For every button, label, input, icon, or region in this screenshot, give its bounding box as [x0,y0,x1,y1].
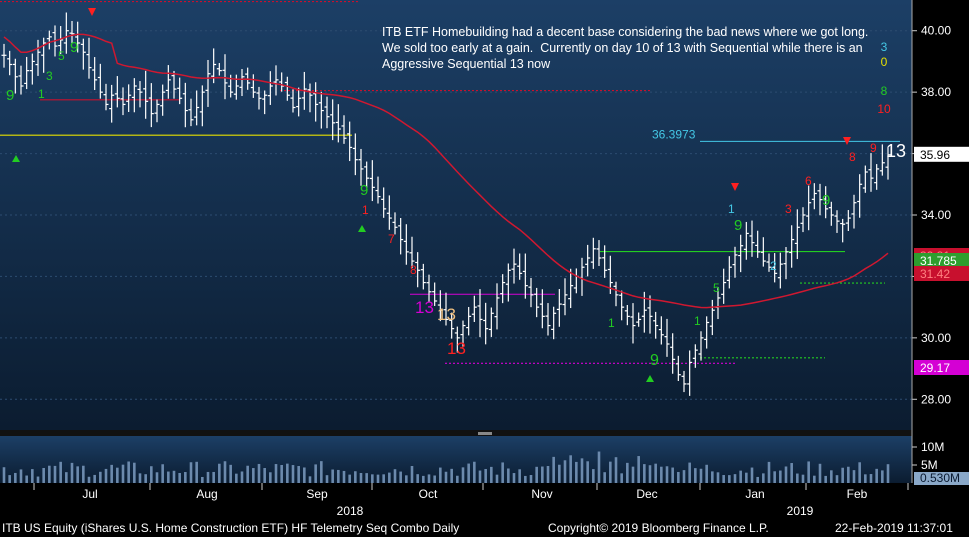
price-label: 35.96 [920,148,950,162]
price-label-box [914,253,969,268]
seq-arrow-icon [646,375,654,382]
splitter-handle[interactable] [478,432,492,435]
volume-bars [2,451,890,483]
seq-count: 13 [415,298,434,317]
seq-count: 7 [388,232,395,246]
seq-arrow-icon [843,137,851,145]
seq-count: 9 [822,192,830,209]
x-month-label: Sep [306,487,328,501]
y-tick-label: 40.00 [921,24,951,38]
footer-copyright: Copyright© 2019 Bloomberg Finance L.P. [548,521,769,535]
seq-summary-count: 8 [881,84,888,98]
y-axis: 28.0030.0032.0034.0036.0038.0040.0035.96… [911,0,969,485]
seq-count: 3 [46,69,53,83]
x-month-label: Nov [531,487,552,501]
seq-count: 6 [805,174,812,188]
seq-arrow-icon [12,155,20,162]
volume-splitter[interactable] [0,430,912,436]
seq-count: 13 [886,141,906,161]
seq-count: 2 [770,259,777,273]
x-axis-background [0,483,912,519]
volume-tick-label: 5M [921,458,938,472]
footer-security: ITB US Equity (iShares U.S. Home Constru… [2,521,460,535]
seq-count: 13 [447,339,466,358]
seq-summary-count: 3 [881,40,888,54]
price-label-box [914,360,969,375]
seq-count: 8 [849,150,856,164]
seq-count: 9 [870,141,877,155]
x-year-label: 2019 [787,504,814,518]
seq-count: 1 [694,314,701,328]
price-label-box [914,266,969,281]
seq-summary-count: 0 [881,55,888,69]
seq-summary-count: 10 [877,102,891,116]
seq-count: 5 [713,281,720,295]
volume-tick-label: 10M [921,440,944,454]
moving-average-line [3,33,889,309]
seq-count: 9 [650,352,659,369]
seq-count: 13 [437,305,456,324]
seq-arrow-icon [358,225,366,232]
seq-arrow-icon [88,8,96,16]
seq-count: 1 [38,87,45,101]
level-label: 36.3973 [652,127,696,141]
price-label: 31.42 [920,267,950,281]
seq-count: 5 [58,49,65,63]
y-tick-label: 38.00 [921,85,951,99]
seq-count: 9 [6,87,14,104]
x-month-label: Jan [745,487,764,501]
price-label-box [914,146,969,162]
seq-count: 1 [608,316,615,330]
moving-average [3,33,889,309]
price-label: 31.785 [920,254,957,268]
x-month-label: Aug [196,487,217,501]
y-tick-label: 30.00 [921,331,951,345]
grid-layer [0,30,912,400]
footer-bar: ITB US Equity (iShares U.S. Home Constru… [0,519,969,537]
chart-annotation: ITB ETF Homebuilding had a decent base c… [382,25,876,71]
seq-count: 9 [734,217,742,234]
seq-count: 9 [70,39,78,56]
volume-label: 0.530M [920,471,960,485]
seq-count: 1 [728,202,735,216]
x-year-label: 2018 [337,504,364,518]
footer-timestamp: 22-Feb-2019 11:37:01 [835,521,953,535]
ohlc-bars [1,12,891,396]
seq-count: 8 [410,263,417,277]
seq-count: 9 [360,182,368,199]
y-tick-label: 34.00 [921,208,951,222]
x-month-label: Dec [636,487,657,501]
x-month-label: Oct [419,487,438,501]
seq-count: 1 [362,203,369,217]
y-tick-label: 28.00 [921,392,951,406]
x-month-label: Jul [82,487,97,501]
x-axis: Jul Aug Sep Oct Nov Dec Jan Feb 2018 2019 [0,483,912,519]
volume-label-box [914,472,969,485]
seq-count: 3 [785,202,792,216]
seq-arrow-icon [731,183,739,191]
x-month-label: Feb [847,487,868,501]
price-label: 29.17 [920,361,950,375]
